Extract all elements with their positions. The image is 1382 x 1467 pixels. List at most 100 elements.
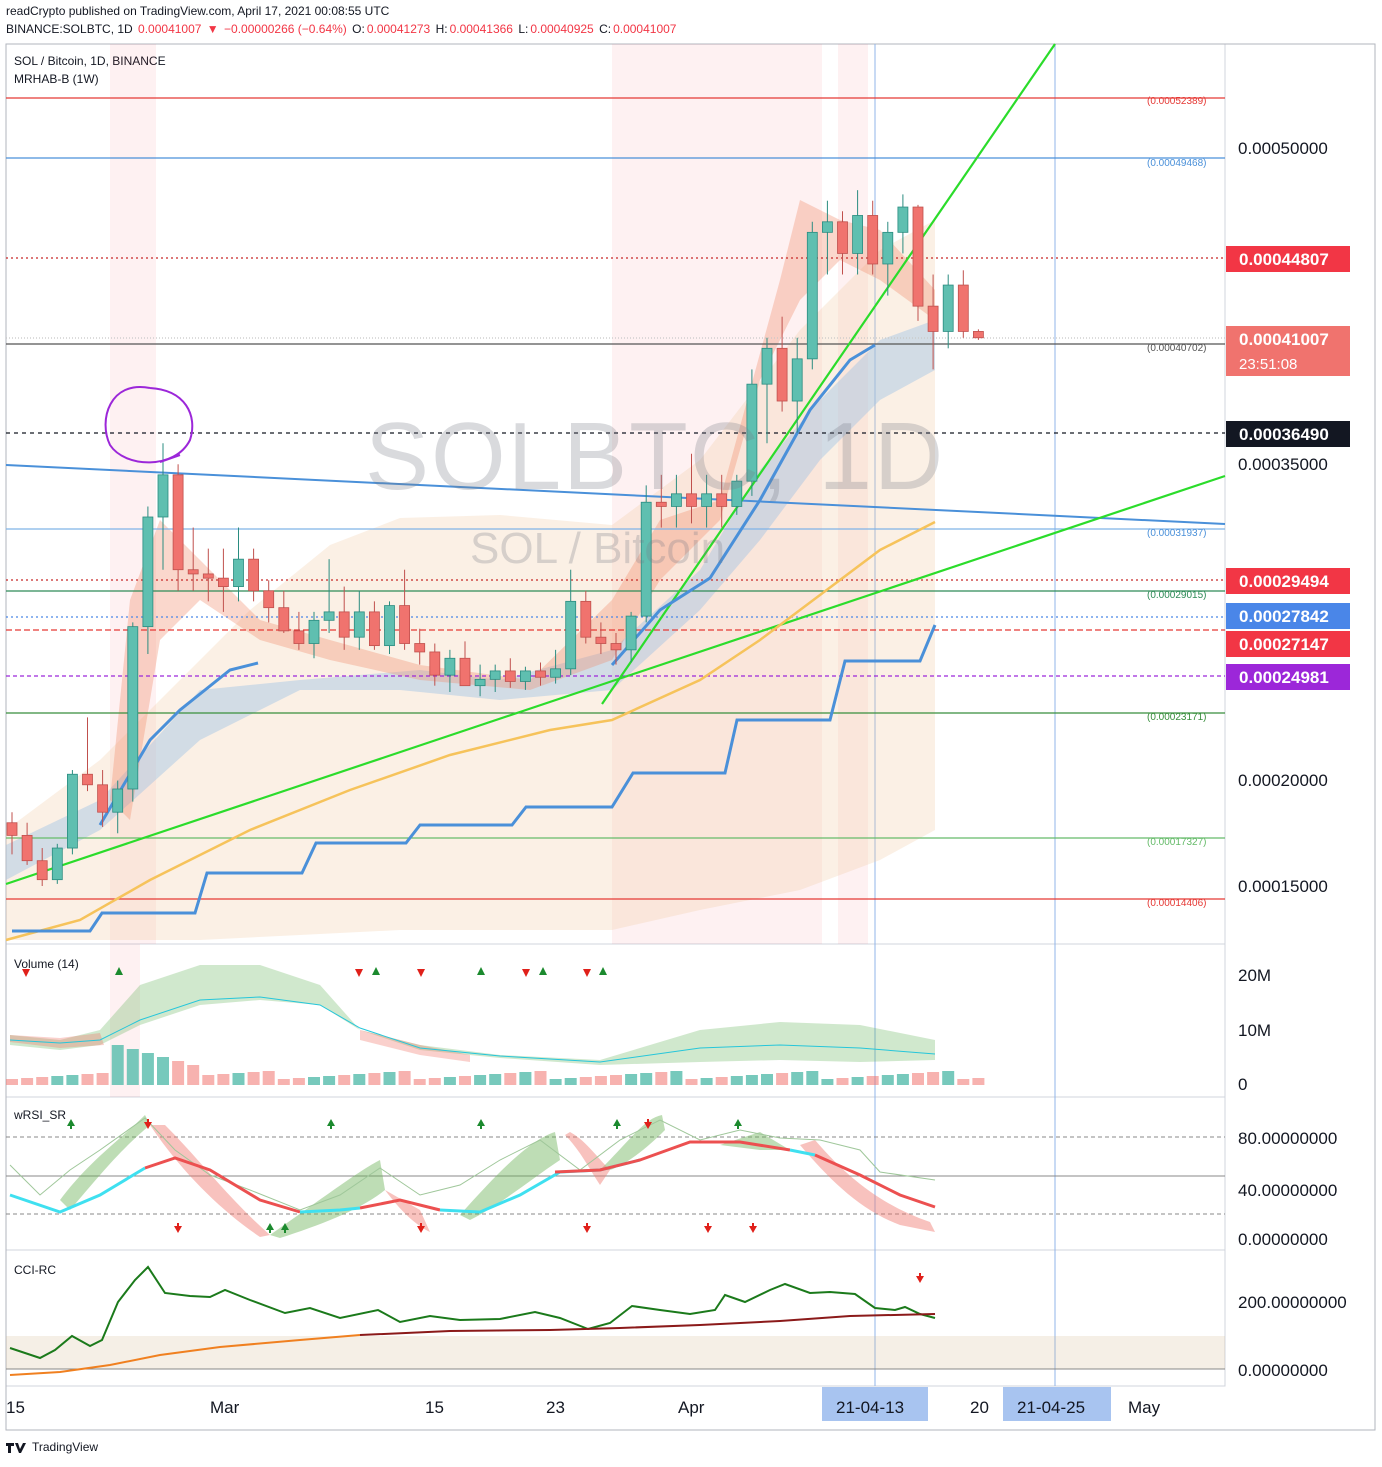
heikin-band — [110, 200, 935, 820]
signal-up-icon — [266, 1223, 274, 1233]
candle-body — [973, 331, 984, 339]
candle-body — [867, 215, 879, 265]
price-tick-label: 0.00050000 — [1238, 139, 1328, 158]
low-value: 0.00040925 — [530, 22, 594, 36]
volume-bar — [66, 1075, 79, 1085]
volume-bar — [851, 1077, 864, 1085]
wrsi-tick-label: 40.00000000 — [1238, 1181, 1337, 1200]
open-label: O: — [352, 22, 365, 36]
cloud-band — [6, 220, 935, 940]
volume-bar — [443, 1077, 456, 1085]
candle-body — [127, 626, 139, 790]
volume-bar — [323, 1076, 336, 1085]
candle-body — [323, 611, 335, 621]
price-tick-label: 0.00015000 — [1238, 877, 1328, 896]
legend-title[interactable]: SOL / Bitcoin, 1D, BINANCE — [14, 54, 166, 68]
ascending-trendline-steep — [601, 43, 1056, 705]
cci-tick-label: 200.00000000 — [1238, 1293, 1347, 1312]
volume-bar — [232, 1073, 245, 1085]
candle-body — [761, 347, 773, 385]
volume-bar — [338, 1075, 351, 1085]
candle-body — [640, 501, 652, 617]
symbol-label: BINANCE:SOLBTC, 1D — [6, 22, 133, 36]
volume-bar — [413, 1079, 426, 1085]
ma-blue-right — [610, 343, 876, 666]
volume-bar — [172, 1061, 185, 1085]
candle-body — [595, 636, 607, 644]
volume-bar — [474, 1075, 487, 1085]
volume-bar — [398, 1071, 411, 1085]
time-highlight — [822, 1387, 928, 1421]
volume-bar — [927, 1072, 940, 1085]
volume-bar — [51, 1076, 64, 1085]
ma-yellow — [5, 520, 936, 942]
candle-body — [701, 493, 712, 507]
candle-body — [806, 231, 818, 360]
volume-bar — [81, 1074, 94, 1085]
volume-bar — [353, 1074, 366, 1085]
candle-body — [172, 474, 184, 571]
volume-bar — [579, 1077, 592, 1085]
candle-body — [202, 573, 214, 579]
volume-cloud — [10, 965, 935, 1065]
ohlc-line: BINANCE:SOLBTC, 1D 0.00041007 ▼ −0.00000… — [6, 22, 678, 36]
candle-body — [942, 284, 954, 332]
pane-label-cci[interactable]: CCI-RC — [14, 1263, 56, 1277]
volume-bar — [308, 1077, 320, 1085]
pane-label-wrsi[interactable]: wRSI_SR — [14, 1108, 67, 1122]
down-arrow-icon: ▼ — [206, 22, 219, 36]
volume-bar — [292, 1078, 305, 1085]
signal-up-icon — [477, 1119, 485, 1129]
candle-body — [927, 305, 939, 332]
volume-bar — [821, 1079, 834, 1085]
time-tick-label: 15 — [6, 1398, 25, 1417]
volume-bar — [111, 1045, 124, 1085]
time-highlight-label: 21-04-13 — [836, 1398, 904, 1417]
candle-body — [746, 383, 758, 482]
volume-bar — [187, 1065, 200, 1085]
legend-indicator[interactable]: MRHAB-B (1W) — [14, 72, 99, 86]
price-tick-label: 0.00020000 — [1238, 771, 1328, 790]
volume-bar — [594, 1076, 607, 1085]
price-tick-label: 0.00035000 — [1238, 455, 1328, 474]
outer-frame — [5, 43, 1376, 1431]
volume-bar — [262, 1071, 275, 1085]
axes: 0.00050000 0.00035000 0.00020000 0.00015000… — [6, 139, 1350, 1421]
cci-tick-label: 0.00000000 — [1238, 1361, 1328, 1380]
volume-bar — [157, 1057, 169, 1085]
signal-down-icon — [22, 969, 30, 977]
volume-bar — [776, 1073, 789, 1085]
volume-bar — [247, 1072, 260, 1085]
candle-body — [731, 480, 743, 507]
volume-bar — [640, 1073, 653, 1085]
candle-body — [882, 231, 894, 265]
candle-body — [384, 605, 395, 647]
volume-bar — [806, 1071, 819, 1085]
volume-bar — [368, 1073, 381, 1085]
candle-body — [897, 206, 909, 233]
step-line — [12, 624, 937, 933]
wrsi-line-red — [554, 1140, 791, 1174]
time-tick-label: Mar — [210, 1398, 240, 1417]
candle-body — [36, 860, 48, 881]
candle-body — [353, 611, 365, 638]
volume-bar — [896, 1074, 909, 1085]
candle-body — [368, 611, 380, 647]
signal-up-icon — [372, 967, 380, 975]
volume-bar — [21, 1078, 34, 1085]
candle-body — [822, 221, 833, 233]
volume-bar — [383, 1072, 396, 1085]
candle-body — [67, 773, 78, 849]
volume-bar — [745, 1075, 758, 1085]
level-label: (0.00040702) — [1147, 343, 1207, 354]
candle-body — [957, 284, 969, 332]
volume-bar — [942, 1071, 955, 1085]
volume-bar — [519, 1072, 532, 1085]
price-tag — [1226, 664, 1350, 690]
pane-label-volume[interactable]: Volume (14) — [14, 957, 79, 971]
signal-up-icon — [539, 967, 547, 975]
time-tick-label: 20 — [970, 1398, 989, 1417]
signal-down-icon — [417, 1223, 425, 1233]
tradingview-logo[interactable]: TradingView — [6, 1440, 98, 1454]
